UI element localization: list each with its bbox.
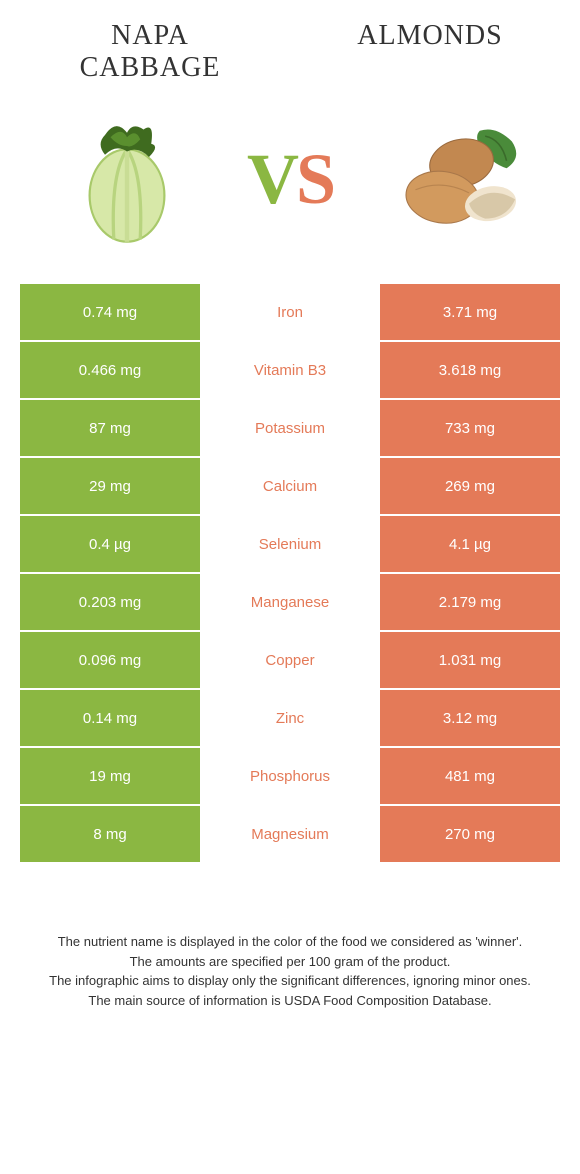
vs-s: S [296, 139, 333, 219]
left-value-cell: 0.096 mg [20, 632, 200, 688]
cabbage-icon [72, 109, 182, 249]
table-row: 29 mgCalcium269 mg [20, 458, 560, 514]
nutrient-table: 0.74 mgIron3.71 mg0.466 mgVitamin B33.61… [20, 284, 560, 862]
right-value-cell: 733 mg [380, 400, 560, 456]
nutrient-name-cell: Copper [200, 632, 380, 688]
nutrient-name-cell: Phosphorus [200, 748, 380, 804]
right-value-cell: 2.179 mg [380, 574, 560, 630]
right-value-cell: 481 mg [380, 748, 560, 804]
right-value-cell: 1.031 mg [380, 632, 560, 688]
footer-notes: The nutrient name is displayed in the co… [40, 932, 540, 1010]
footer-line-2: The amounts are specified per 100 gram o… [40, 952, 540, 972]
table-row: 8 mgMagnesium270 mg [20, 806, 560, 862]
table-row: 0.096 mgCopper1.031 mg [20, 632, 560, 688]
footer-line-3: The infographic aims to display only the… [40, 971, 540, 991]
right-value-cell: 269 mg [380, 458, 560, 514]
table-row: 0.4 µgSelenium4.1 µg [20, 516, 560, 572]
table-row: 0.466 mgVitamin B33.618 mg [20, 342, 560, 398]
right-food-title: Almonds [330, 20, 530, 84]
table-row: 0.74 mgIron3.71 mg [20, 284, 560, 340]
right-value-cell: 3.12 mg [380, 690, 560, 746]
left-value-cell: 0.203 mg [20, 574, 200, 630]
images-row: VS [0, 94, 580, 284]
header: Napa cabbage Almonds [0, 0, 580, 94]
left-value-cell: 0.74 mg [20, 284, 200, 340]
table-row: 0.14 mgZinc3.12 mg [20, 690, 560, 746]
nutrient-name-cell: Manganese [200, 574, 380, 630]
almonds-icon [378, 119, 528, 239]
right-value-cell: 3.618 mg [380, 342, 560, 398]
nutrient-name-cell: Zinc [200, 690, 380, 746]
footer-line-1: The nutrient name is displayed in the co… [40, 932, 540, 952]
right-value-cell: 3.71 mg [380, 284, 560, 340]
nutrient-name-cell: Iron [200, 284, 380, 340]
left-food-image [52, 104, 202, 254]
nutrient-name-cell: Calcium [200, 458, 380, 514]
right-value-cell: 270 mg [380, 806, 560, 862]
table-row: 0.203 mgManganese2.179 mg [20, 574, 560, 630]
vs-v: V [247, 139, 296, 219]
right-food-image [378, 104, 528, 254]
vs-label: VS [247, 138, 333, 221]
left-food-title: Napa cabbage [50, 20, 250, 84]
left-value-cell: 29 mg [20, 458, 200, 514]
table-row: 19 mgPhosphorus481 mg [20, 748, 560, 804]
nutrient-name-cell: Potassium [200, 400, 380, 456]
right-value-cell: 4.1 µg [380, 516, 560, 572]
nutrient-name-cell: Magnesium [200, 806, 380, 862]
left-value-cell: 87 mg [20, 400, 200, 456]
nutrient-name-cell: Selenium [200, 516, 380, 572]
left-value-cell: 0.4 µg [20, 516, 200, 572]
footer-line-4: The main source of information is USDA F… [40, 991, 540, 1011]
left-value-cell: 8 mg [20, 806, 200, 862]
nutrient-name-cell: Vitamin B3 [200, 342, 380, 398]
left-value-cell: 19 mg [20, 748, 200, 804]
left-value-cell: 0.14 mg [20, 690, 200, 746]
left-value-cell: 0.466 mg [20, 342, 200, 398]
table-row: 87 mgPotassium733 mg [20, 400, 560, 456]
